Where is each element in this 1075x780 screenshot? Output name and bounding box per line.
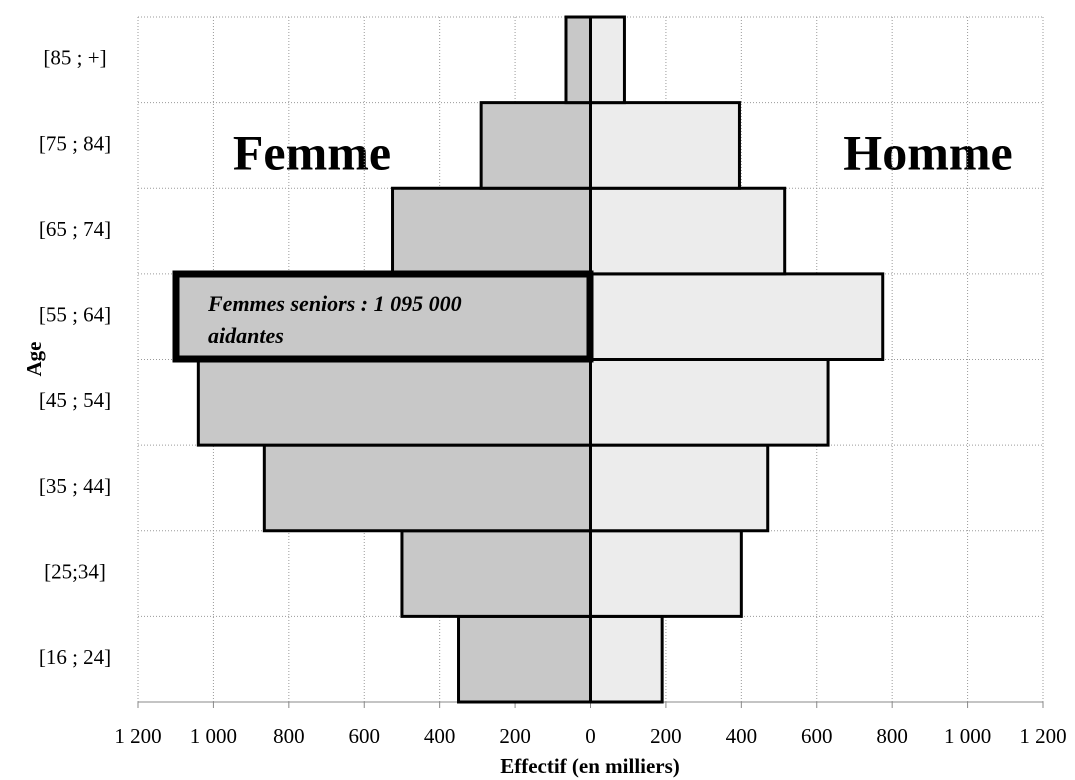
x-tick-label: 600 bbox=[801, 724, 833, 748]
bar bbox=[589, 272, 885, 361]
annotation: Femmes seniors : 1 095 000 aidantes bbox=[208, 291, 462, 348]
bar bbox=[564, 15, 592, 105]
bar bbox=[589, 101, 741, 190]
x-tick-label: 800 bbox=[876, 724, 908, 748]
x-tick-label: 400 bbox=[726, 724, 758, 748]
y-tick-label: [65 ; 74] bbox=[39, 217, 111, 241]
bar bbox=[589, 529, 743, 618]
bar bbox=[479, 101, 593, 190]
bar bbox=[457, 614, 593, 704]
x-tick-label: 600 bbox=[349, 724, 381, 748]
bar bbox=[589, 358, 830, 447]
bar bbox=[589, 614, 664, 704]
x-tick-label: 200 bbox=[499, 724, 531, 748]
x-tick-label: 1 000 bbox=[944, 724, 991, 748]
y-tick-label: [55 ; 64] bbox=[39, 303, 111, 327]
x-tick-label: 400 bbox=[424, 724, 456, 748]
bar bbox=[262, 443, 592, 533]
x-tick-label: 1 200 bbox=[114, 724, 161, 748]
bar bbox=[589, 186, 787, 276]
legend-label: Femme bbox=[233, 124, 391, 180]
x-tick-label: 200 bbox=[650, 724, 682, 748]
y-tick-label: [25;34] bbox=[44, 559, 106, 583]
highlight-box bbox=[172, 270, 594, 363]
y-tick-label: [35 ; 44] bbox=[39, 474, 111, 498]
y-tick-label: [16 ; 24] bbox=[39, 645, 111, 669]
x-tick-label: 0 bbox=[585, 724, 596, 748]
bar bbox=[391, 186, 592, 276]
x-tick-label: 1 000 bbox=[190, 724, 237, 748]
y-tick-label: [85 ; +] bbox=[43, 46, 106, 70]
bar bbox=[196, 358, 592, 447]
y-axis-label: Age bbox=[22, 342, 46, 377]
y-tick-label: [45 ; 54] bbox=[39, 388, 111, 412]
bar bbox=[400, 529, 593, 618]
legend-label: Homme bbox=[843, 124, 1012, 180]
bar bbox=[589, 15, 626, 105]
x-tick-label: 800 bbox=[273, 724, 305, 748]
x-axis-label: Effectif (en milliers) bbox=[500, 754, 680, 778]
bar bbox=[589, 443, 770, 533]
y-tick-label: [75 ; 84] bbox=[39, 131, 111, 155]
x-tick-label: 1 200 bbox=[1019, 724, 1066, 748]
